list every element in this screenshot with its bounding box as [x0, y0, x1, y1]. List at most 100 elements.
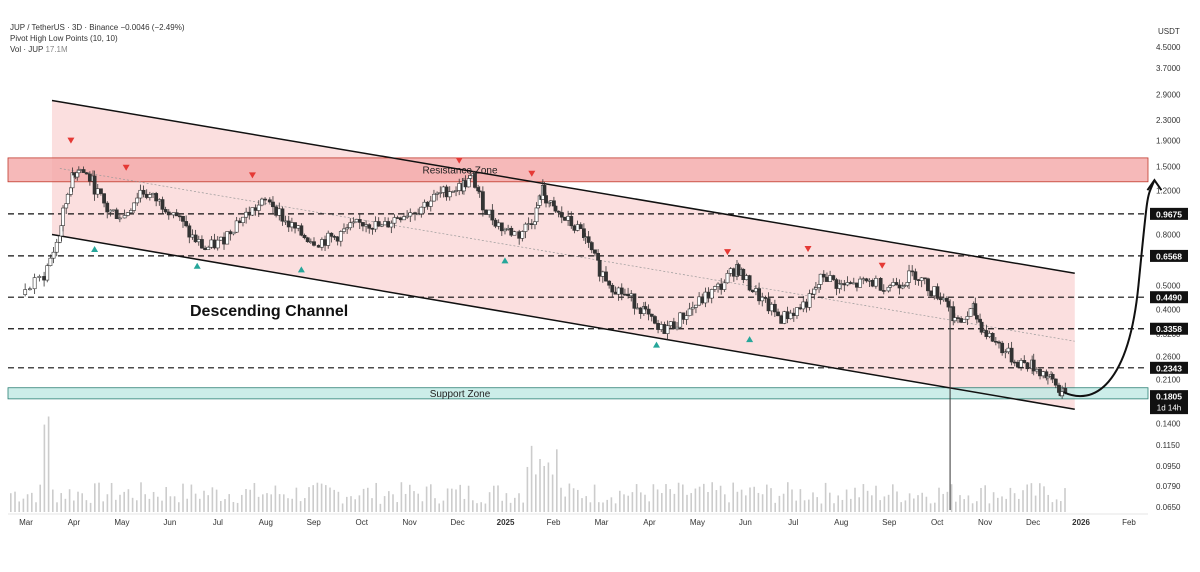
volume-bar: [157, 496, 159, 512]
volume-bar: [1018, 498, 1020, 512]
candle-body: [293, 222, 297, 229]
volume-bar: [400, 482, 403, 512]
arrow-head: [1146, 178, 1163, 191]
candle-body: [283, 220, 288, 223]
candle-body: [613, 291, 618, 295]
candle-body: [596, 253, 600, 261]
candle-body: [286, 220, 291, 228]
candle-body: [607, 280, 612, 286]
level-tag: [1150, 249, 1188, 262]
volume-bar: [304, 498, 306, 512]
volume-bar: [812, 492, 814, 512]
volume-bar: [593, 484, 596, 512]
candle-body: [267, 199, 272, 203]
level-tag: [1150, 322, 1188, 335]
candle-body: [760, 296, 765, 302]
candle-body: [171, 212, 176, 216]
candle-body: [864, 278, 869, 282]
volume-bar: [644, 494, 646, 512]
candle-body: [916, 279, 921, 281]
candle-body: [166, 211, 171, 216]
y-tick-label: 3.7000: [1156, 64, 1181, 73]
pivot-high-marker: [878, 262, 886, 269]
candle-body: [435, 192, 440, 195]
volume-bar: [879, 500, 881, 512]
volume-bar: [598, 502, 600, 512]
candle-body: [425, 201, 430, 207]
volume-bar: [190, 484, 193, 512]
x-tick-label: Dec: [1026, 518, 1040, 527]
candle-body: [984, 330, 989, 337]
volume-bar: [551, 474, 554, 512]
candle-body: [354, 219, 359, 223]
volume-bar: [892, 484, 894, 512]
channel-lower-line: [51, 233, 1075, 410]
candle-body: [477, 190, 482, 193]
candle-body: [597, 259, 602, 277]
pivot-low-marker: [193, 262, 201, 269]
volume-bar: [1009, 487, 1012, 512]
volume-bar: [955, 501, 957, 512]
volume-bar: [493, 485, 495, 512]
candle-body: [332, 236, 337, 238]
candle-body: [534, 207, 539, 223]
candle-body: [206, 246, 211, 250]
volume-bar: [530, 445, 533, 512]
volume-bar: [745, 495, 747, 512]
x-tick-label: 2026: [1072, 518, 1090, 527]
volume-bar: [778, 495, 781, 512]
candle-body: [190, 234, 195, 238]
candle-body: [487, 209, 492, 215]
volume-bar: [862, 484, 865, 512]
candle-body: [731, 268, 736, 277]
candle-body: [351, 221, 356, 224]
candle-body: [181, 216, 185, 222]
volume-bar: [829, 492, 831, 512]
volume-bar: [627, 495, 629, 512]
volume-bar: [925, 496, 928, 512]
candle-body: [716, 283, 720, 287]
candle-body: [632, 293, 637, 309]
candle-body: [51, 251, 56, 259]
volume-bar: [774, 502, 776, 512]
candle-body: [361, 222, 365, 227]
volume-bar: [98, 482, 100, 512]
volume-bar: [442, 500, 445, 512]
candle-body: [855, 282, 859, 288]
candle-body: [42, 276, 46, 281]
volume-bar: [606, 499, 608, 512]
volume-bar: [274, 485, 277, 512]
volume-bar: [73, 500, 75, 512]
candle-body: [828, 275, 833, 282]
volume-bar: [854, 487, 856, 512]
candle-body: [468, 175, 473, 179]
candle-body: [413, 212, 417, 215]
candle-body: [203, 247, 207, 250]
candle-body: [814, 287, 818, 290]
volume-bar: [715, 490, 718, 512]
level-tag-label: 0.6568: [1156, 251, 1182, 261]
volume-bar: [976, 501, 978, 512]
candle-body: [32, 277, 37, 290]
volume-bar: [379, 503, 382, 512]
candle-body: [484, 209, 488, 215]
candle-body: [703, 291, 708, 304]
pivot-high-marker: [67, 137, 75, 144]
candle-body: [804, 301, 809, 308]
candle-body: [57, 235, 62, 243]
volume-bar: [1039, 483, 1041, 512]
volume-bar: [1043, 486, 1045, 512]
candle-body: [75, 172, 80, 178]
candle-body: [965, 316, 970, 320]
volume-bar: [1022, 490, 1024, 512]
pivot-high-marker: [528, 170, 536, 177]
candle-body: [533, 221, 537, 225]
volume-bar: [392, 494, 394, 512]
candle-body: [919, 277, 924, 281]
volume-bar: [514, 497, 516, 512]
pivot-high-marker: [804, 245, 812, 252]
candle-body: [157, 199, 162, 202]
candle-body: [386, 221, 391, 228]
